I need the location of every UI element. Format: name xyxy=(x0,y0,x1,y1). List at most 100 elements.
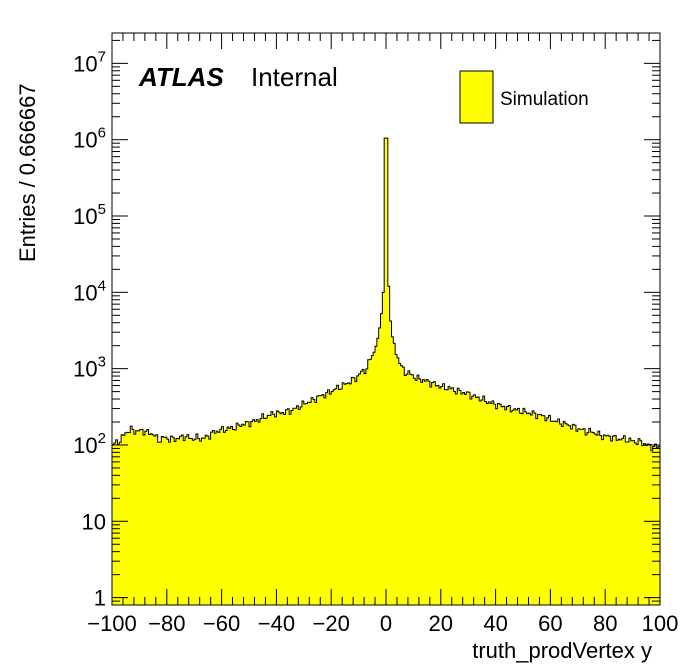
histogram-bin xyxy=(245,421,248,605)
histogram-bin xyxy=(163,437,166,605)
y-tick-label: 106 xyxy=(73,125,106,153)
histogram-bin xyxy=(322,394,325,605)
histogram-bin xyxy=(201,438,204,605)
histogram-bin xyxy=(164,437,168,605)
histogram-bin xyxy=(212,430,215,605)
histogram-bin xyxy=(438,388,442,605)
histogram-bin xyxy=(303,403,306,605)
histogram-bin xyxy=(607,435,610,605)
histogram-bin xyxy=(285,409,288,605)
histogram-bin xyxy=(128,432,131,605)
histogram-bin xyxy=(433,381,436,605)
histogram-bin xyxy=(530,414,533,605)
histogram-bin xyxy=(395,354,398,605)
histogram-bin xyxy=(429,386,432,605)
histogram-bin xyxy=(122,435,126,605)
histogram-bin xyxy=(548,415,551,605)
histogram-bin xyxy=(203,438,206,605)
histogram-bin xyxy=(342,382,345,605)
histogram-bin xyxy=(488,401,491,605)
histogram-bin xyxy=(365,368,369,605)
x-tick-label: 100 xyxy=(642,611,679,636)
histogram-bin xyxy=(396,357,400,605)
histogram-bin xyxy=(512,410,515,605)
histogram-bin xyxy=(298,409,301,605)
histogram-bin xyxy=(283,414,286,605)
histogram-bin xyxy=(628,438,632,605)
histogram-bin xyxy=(406,374,409,605)
histogram-bin xyxy=(426,379,429,605)
histogram-bin xyxy=(214,433,217,605)
histogram-bin xyxy=(561,426,564,605)
histogram-bin xyxy=(278,412,281,605)
histogram-bin xyxy=(338,389,341,605)
histogram-bin xyxy=(603,435,606,605)
histogram-bin xyxy=(232,429,235,605)
atlas-label: ATLAS xyxy=(138,62,224,92)
histogram-bin xyxy=(572,424,575,605)
histogram-bin xyxy=(541,415,544,605)
x-tick-label: −80 xyxy=(148,611,185,636)
histogram-bin xyxy=(199,441,202,605)
histogram-bin xyxy=(526,413,529,605)
histogram-bin xyxy=(132,429,135,605)
histogram-bin xyxy=(159,442,162,605)
histogram-bin xyxy=(400,365,403,605)
histogram-bin xyxy=(658,446,661,605)
legend-entry-label: Simulation xyxy=(500,89,589,110)
histogram-bin xyxy=(247,421,250,605)
histogram-bin xyxy=(369,359,372,605)
histogram-bin xyxy=(177,438,180,605)
histogram-bin xyxy=(449,388,453,605)
histogram-bin xyxy=(384,138,387,605)
histogram-bin xyxy=(645,445,648,605)
histogram-bin xyxy=(137,430,140,605)
histogram-bin xyxy=(139,429,142,605)
histogram-bin xyxy=(356,375,359,605)
axis-ticks xyxy=(111,33,661,606)
histogram-bin xyxy=(249,426,252,605)
histogram-bin xyxy=(270,411,274,605)
histogram-bin xyxy=(583,428,586,605)
histogram-bin xyxy=(190,438,193,605)
histogram-bin xyxy=(519,413,522,605)
histogram-bin xyxy=(501,406,504,605)
histogram-bin xyxy=(470,399,473,605)
histogram-bin xyxy=(391,336,394,605)
histogram-bin xyxy=(647,443,650,605)
histogram-bin xyxy=(440,386,443,605)
histogram-bin xyxy=(459,390,462,605)
histogram-bin xyxy=(544,420,548,605)
histogram-bin xyxy=(570,429,573,605)
x-tick-label: 20 xyxy=(429,611,453,636)
histogram-bin xyxy=(349,383,352,605)
histogram-bin xyxy=(340,388,343,605)
histogram-bin xyxy=(373,352,376,605)
histogram-bin xyxy=(362,369,365,605)
histogram-bin xyxy=(281,412,285,605)
histogram-bin xyxy=(320,395,323,605)
histogram-bin xyxy=(291,410,294,605)
histogram-bin xyxy=(473,394,476,605)
histogram-bin xyxy=(566,424,569,605)
histogram-bin xyxy=(559,424,562,605)
histogram-bin xyxy=(428,381,431,605)
histogram-bin xyxy=(386,138,389,605)
y-tick-labels: 1 10 102 103 104 105 106 107 xyxy=(73,48,106,610)
histogram-bin xyxy=(455,394,458,605)
histogram-bin xyxy=(380,313,383,605)
histogram-bin xyxy=(186,434,190,605)
histogram-bin xyxy=(197,438,200,605)
histogram-bin xyxy=(327,389,330,605)
y-tick-label: 1 xyxy=(94,586,106,611)
histogram-bin xyxy=(157,442,160,605)
histogram-bin xyxy=(555,421,559,605)
histogram-bin xyxy=(590,432,593,605)
histogram-bin xyxy=(623,435,626,605)
histogram-bin xyxy=(495,408,498,605)
histogram-bin xyxy=(375,346,378,605)
histogram-bin xyxy=(442,383,445,605)
histogram-bin xyxy=(448,386,451,605)
histogram-bin xyxy=(216,431,219,605)
histogram-bin xyxy=(650,450,653,605)
